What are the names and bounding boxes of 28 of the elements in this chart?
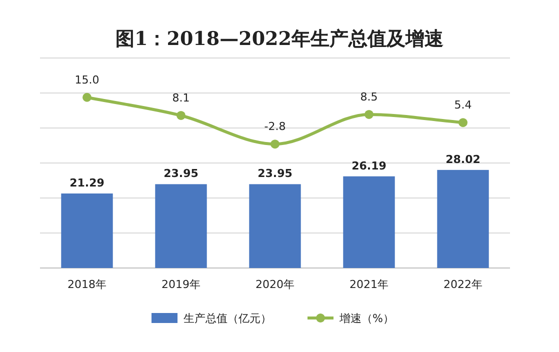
bar	[61, 193, 113, 268]
point	[458, 118, 468, 128]
x-tick-label: 2020年	[256, 278, 294, 291]
bar	[155, 184, 207, 268]
data-label: 23.95	[164, 167, 198, 180]
data-label: -2.8	[264, 120, 286, 134]
point	[364, 110, 374, 119]
bar	[249, 184, 301, 268]
data-label: 5.4	[454, 98, 472, 112]
chart-title: 图1：2018—2022年生产总值及增速	[116, 28, 444, 50]
data-label: 8.1	[172, 91, 190, 104]
point	[82, 92, 92, 102]
data-label: 23.95	[258, 167, 292, 180]
data-label: 26.19	[352, 159, 386, 172]
point	[176, 110, 186, 120]
data-label: 15.0	[74, 73, 100, 86]
point	[270, 140, 280, 149]
data-label: 21.29	[70, 176, 104, 190]
x-tick-label: 2018年	[68, 278, 106, 291]
legend-label: 生产总值（亿元）	[184, 312, 272, 325]
x-tick-label: 2021年	[350, 278, 388, 291]
data-label: 28.02	[446, 152, 480, 166]
legend-label: 增速（%）	[338, 312, 394, 325]
bar	[343, 176, 395, 268]
x-tick-label: 2022年	[444, 278, 482, 291]
x-tick-label: 2019年	[162, 278, 200, 291]
data-label: 8.5	[360, 90, 378, 104]
bar	[437, 170, 489, 268]
